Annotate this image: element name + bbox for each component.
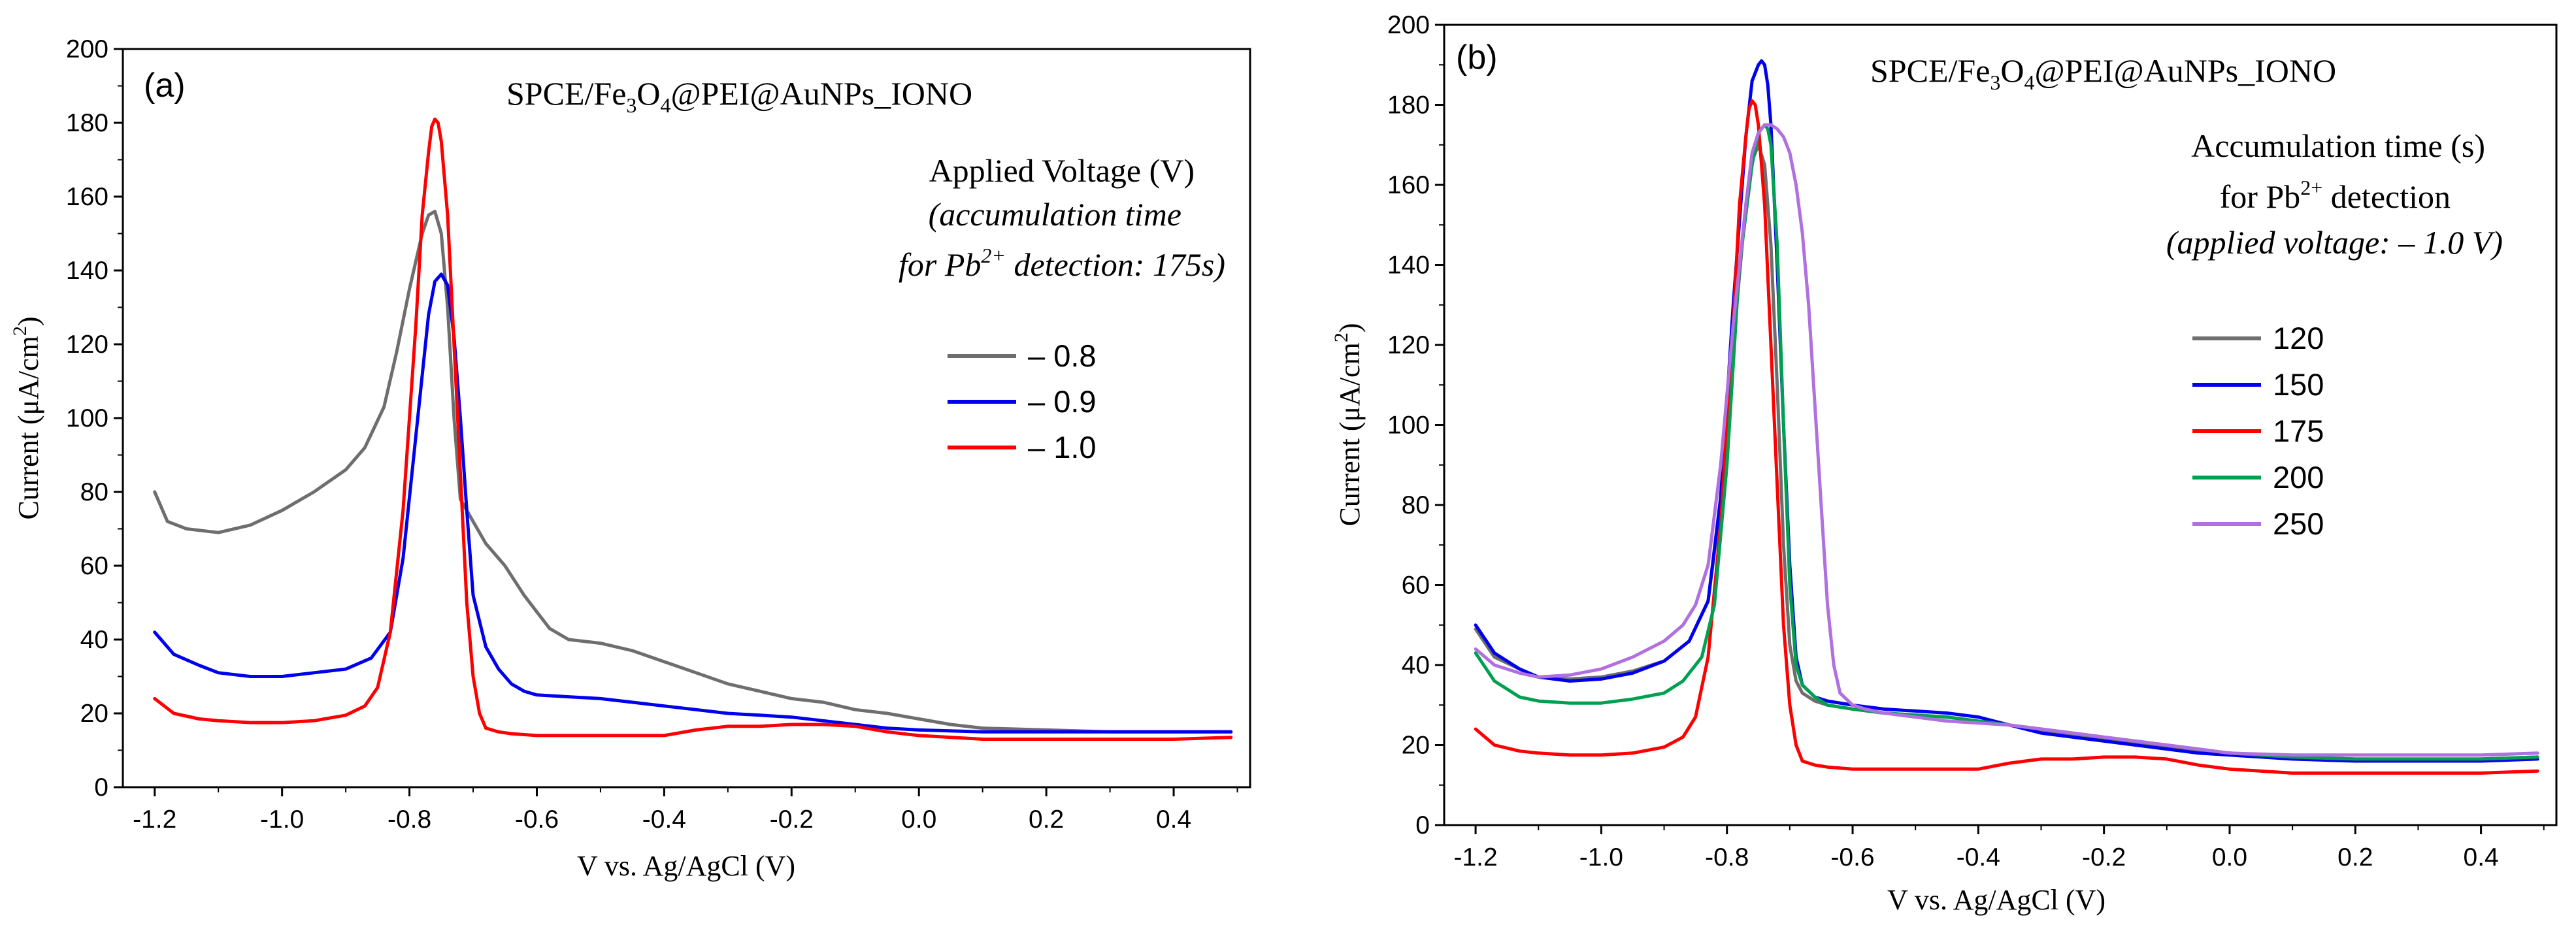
x-tick-label-a: -1.2 [133, 805, 176, 834]
title-prefix-b: SPCE/Fe [1870, 52, 1990, 89]
x-tick-label-a: -0.8 [388, 805, 431, 834]
chart-panel-a: (a) SPCE/Fe3O4@PEI@AuNPs_IONO Applied Vo… [9, 35, 1251, 882]
x-tick-label-a: -1.0 [260, 805, 304, 834]
x-tick-label-a: -0.4 [642, 805, 686, 834]
title-suffix-a: @PEI@AuNPs_IONO [671, 75, 973, 112]
legend-label-b-4: 250 [2273, 506, 2324, 541]
y-axis-title-a-sup: 2 [9, 326, 31, 336]
legend-label-b-3: 200 [2273, 460, 2324, 495]
chart-title-a: SPCE/Fe3O4@PEI@AuNPs_IONO [506, 75, 972, 117]
y-tick-label-b: 60 [1402, 572, 1430, 600]
y-tick-label-a: 180 [66, 109, 108, 137]
annotation-a-line1: Applied Voltage (V) [929, 152, 1195, 189]
x-tick-label-a: 0.0 [901, 805, 936, 834]
x-tick-label-a: -0.6 [515, 805, 559, 834]
x-tick-label-b: -0.8 [1705, 843, 1749, 871]
annotation-b-line3: (applied voltage: – 1.0 V) [2166, 224, 2503, 261]
series-layer-a [153, 117, 1233, 741]
y-tick-label-a: 60 [80, 552, 108, 580]
annotation-b-line2-sup: 2+ [2300, 176, 2322, 199]
x-tick-label-b: -1.0 [1579, 843, 1623, 871]
annotation-b-line2-prefix: for Pb [2220, 178, 2301, 215]
ticks-b: -1.2 -1.0 -0.8 -0.6 -0.4 -0.2 0.0 0.2 0.4 0 20 40 60… [1387, 11, 2545, 871]
y-tick-label-b: 200 [1387, 11, 1430, 39]
x-tick-label-a: -0.2 [770, 805, 814, 834]
y-tick-label-b: 20 [1402, 732, 1430, 760]
series-line-b-3 [1474, 123, 2539, 761]
legend-label-b-0: 120 [2273, 321, 2324, 355]
title-mid-a: O [636, 75, 660, 112]
annotation-a-line3: for Pb2+ detection: 175s) [899, 244, 1225, 283]
series-layer-b [1474, 59, 2539, 775]
legend-a: – 0.8 – 0.9 – 1.0 [948, 338, 1097, 464]
annotation-b-line1: Accumulation time (s) [2191, 127, 2485, 164]
annotation-a-line2: (accumulation time [929, 196, 1181, 233]
title-suffix-b: @PEI@AuNPs_IONO [2035, 52, 2337, 89]
legend-label-a-1: – 0.9 [1028, 384, 1097, 419]
annotation-b-line2: for Pb2+ detection [2220, 176, 2451, 215]
panel-label-a: (a) [144, 67, 186, 105]
x-axis-title-a: V vs. Ag/AgCl (V) [577, 850, 795, 882]
annotation-a-line3-prefix: for Pb [899, 246, 981, 283]
x-tick-label-b: -0.2 [2082, 843, 2126, 871]
legend-label-b-2: 175 [2273, 414, 2324, 448]
y-axis-title-b-sup: 2 [1330, 333, 1352, 342]
x-tick-label-b: 0.4 [2464, 843, 2499, 871]
series-line-a-1 [153, 272, 1233, 734]
y-tick-label-b: 0 [1415, 811, 1430, 839]
title-sub2-a: 4 [661, 93, 671, 117]
x-tick-label-a: 0.4 [1156, 805, 1191, 834]
legend-b: 120 150 175 200 250 [2192, 321, 2324, 541]
y-tick-label-a: 200 [66, 35, 108, 63]
annotation-a-line3-suffix: detection: 175s) [1006, 246, 1225, 283]
y-tick-label-a: 100 [66, 404, 108, 432]
y-tick-label-a: 120 [66, 331, 108, 359]
y-axis-title-a-suffix: ) [12, 316, 44, 326]
y-tick-label-b: 180 [1387, 91, 1430, 120]
y-tick-label-b: 160 [1387, 171, 1430, 199]
legend-label-a-2: – 1.0 [1028, 430, 1097, 464]
y-tick-label-a: 160 [66, 183, 108, 211]
title-sub1-b: 3 [1990, 71, 2000, 94]
series-line-a-0 [153, 210, 1233, 734]
y-tick-label-b: 40 [1402, 651, 1430, 679]
y-axis-title-b-prefix: Current (μA/cm [1334, 342, 1366, 526]
x-tick-label-b: -1.2 [1453, 843, 1497, 871]
y-tick-label-b: 100 [1387, 412, 1430, 440]
annotation-a-line3-sup: 2+ [981, 244, 1006, 267]
y-axis-title-b: Current (μA/cm2) [1330, 323, 1366, 526]
title-mid-b: O [2000, 52, 2024, 89]
y-tick-label-b: 80 [1402, 491, 1430, 519]
x-tick-label-a: 0.2 [1029, 805, 1064, 834]
title-prefix-a: SPCE/Fe [506, 75, 626, 112]
y-axis-title-a-prefix: Current (μA/cm [12, 336, 44, 519]
series-line-b-4 [1474, 123, 2539, 757]
series-line-b-2 [1474, 99, 2539, 775]
legend-label-b-1: 150 [2273, 367, 2324, 402]
ticks-a: -1.2 -1.0 -0.8 -0.6 -0.4 -0.2 0.0 0.2 0.4 0 20 40 60… [66, 35, 1238, 834]
y-tick-label-b: 120 [1387, 331, 1430, 359]
chart-panel-b: (b) SPCE/Fe3O4@PEI@AuNPs_IONO Accumulati… [1330, 11, 2558, 916]
series-line-a-2 [153, 117, 1233, 741]
title-sub1-a: 3 [626, 93, 636, 117]
y-axis-title-a: Current (μA/cm2) [9, 316, 44, 519]
annotation-b-line2-suffix: detection [2322, 178, 2451, 215]
x-tick-label-b: -0.6 [1830, 843, 1874, 871]
y-tick-label-a: 20 [80, 700, 108, 728]
y-tick-label-a: 140 [66, 257, 108, 285]
x-tick-label-b: 0.0 [2212, 843, 2247, 871]
legend-label-a-0: – 0.8 [1028, 338, 1097, 373]
title-sub2-b: 4 [2024, 71, 2035, 94]
y-tick-label-a: 0 [94, 773, 108, 802]
x-tick-label-b: -0.4 [1957, 843, 2000, 871]
y-axis-title-b-suffix: ) [1334, 323, 1366, 333]
y-tick-label-a: 80 [80, 478, 108, 506]
panel-label-b: (b) [1456, 39, 1498, 76]
chart-title-b: SPCE/Fe3O4@PEI@AuNPs_IONO [1870, 52, 2336, 94]
x-tick-label-b: 0.2 [2337, 843, 2373, 871]
y-tick-label-a: 40 [80, 626, 108, 654]
y-tick-label-b: 140 [1387, 252, 1430, 280]
x-axis-title-b: V vs. Ag/AgCl (V) [1887, 884, 2105, 916]
